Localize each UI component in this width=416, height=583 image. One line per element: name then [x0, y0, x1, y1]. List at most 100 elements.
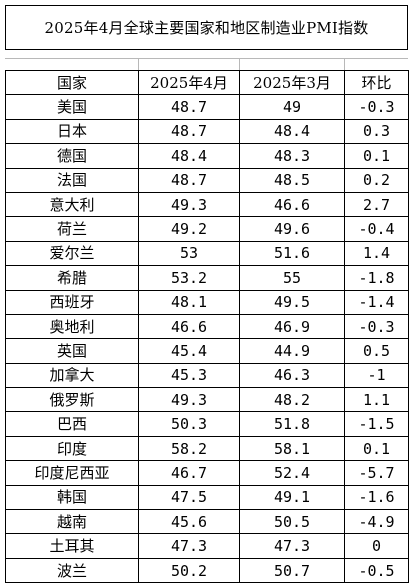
- cell-mom-change: 0.1: [344, 143, 409, 169]
- cell-mar-2025: 46.6: [239, 191, 345, 218]
- cell-apr-2025: 45.6: [138, 509, 240, 535]
- cell-country: 日本: [5, 118, 139, 145]
- cell-apr-2025: 49.3: [138, 191, 240, 218]
- table-row: 韩国 47.5 49.1 -1.6: [5, 484, 409, 511]
- cell-country: 加拿大: [5, 362, 139, 389]
- table-row: 法国 48.7 48.5 0.2: [5, 167, 409, 193]
- cell-mar-2025: 51.8: [239, 411, 345, 437]
- cell-mar-2025: 51.6: [239, 240, 345, 267]
- cell-mar-2025: 50.5: [239, 509, 345, 535]
- header-country: 国家: [5, 69, 139, 96]
- cell-country: 美国: [5, 94, 139, 120]
- cell-mom-change: 0.5: [344, 338, 409, 364]
- table-row: 德国 48.4 48.3 0.1: [5, 143, 409, 169]
- table-row: 越南 45.6 50.5 -4.9: [5, 509, 409, 535]
- table-row: 土耳其 47.3 47.3 0: [5, 533, 409, 559]
- cell-mar-2025: 48.4: [239, 118, 345, 145]
- cell-country: 韩国: [5, 484, 139, 511]
- cell-country: 印度尼西亚: [5, 460, 139, 486]
- cell-apr-2025: 50.2: [138, 557, 240, 583]
- cell-mom-change: -1.8: [344, 265, 409, 291]
- cell-apr-2025: 49.3: [138, 387, 240, 413]
- cell-country: 巴西: [5, 411, 139, 437]
- cell-apr-2025: 48.4: [138, 143, 240, 169]
- cell-apr-2025: 50.3: [138, 411, 240, 437]
- cell-mar-2025: 47.3: [239, 533, 345, 559]
- cell-country: 波兰: [5, 557, 139, 583]
- pmi-table: 国家 2025年4月 2025年3月 环比 美国 48.7 49 -0.3 日本 48.7…: [5, 69, 409, 583]
- cell-mom-change: 1.1: [344, 387, 409, 413]
- cell-country: 英国: [5, 338, 139, 364]
- cell-country: 越南: [5, 509, 139, 535]
- cell-apr-2025: 53.2: [138, 265, 240, 291]
- spreadsheet-gridline-row: [5, 58, 408, 70]
- cell-country: 印度: [5, 435, 139, 462]
- table-row: 巴西 50.3 51.8 -1.5: [5, 411, 409, 437]
- cell-mar-2025: 46.3: [239, 362, 345, 389]
- cell-mom-change: -0.3: [344, 94, 409, 120]
- cell-mar-2025: 49.5: [239, 289, 345, 315]
- cell-mom-change: -0.5: [344, 557, 409, 583]
- table-row: 印度尼西亚 46.7 52.4 -5.7: [5, 460, 409, 486]
- cell-mom-change: -1.4: [344, 289, 409, 315]
- table-row: 西班牙 48.1 49.5 -1.4: [5, 289, 409, 315]
- cell-apr-2025: 47.5: [138, 484, 240, 511]
- cell-country: 荷兰: [5, 216, 139, 242]
- cell-mar-2025: 50.7: [239, 557, 345, 583]
- cell-mar-2025: 49.6: [239, 216, 345, 242]
- table-row: 希腊 53.2 55 -1.8: [5, 265, 409, 291]
- cell-mar-2025: 48.3: [239, 143, 345, 169]
- table-row: 加拿大 45.3 46.3 -1: [5, 362, 409, 389]
- cell-country: 土耳其: [5, 533, 139, 559]
- cell-apr-2025: 48.7: [138, 167, 240, 193]
- cell-country: 奥地利: [5, 313, 139, 340]
- cell-mar-2025: 46.9: [239, 313, 345, 340]
- cell-mar-2025: 52.4: [239, 460, 345, 486]
- cell-mar-2025: 55: [239, 265, 345, 291]
- cell-mom-change: -1: [344, 362, 409, 389]
- cell-apr-2025: 53: [138, 240, 240, 267]
- header-mom-change: 环比: [344, 69, 409, 96]
- cell-mom-change: 0.3: [344, 118, 409, 145]
- table-row: 爱尔兰 53 51.6 1.4: [5, 240, 409, 267]
- cell-apr-2025: 45.3: [138, 362, 240, 389]
- cell-mar-2025: 48.5: [239, 167, 345, 193]
- table-row: 印度 58.2 58.1 0.1: [5, 435, 409, 462]
- cell-apr-2025: 58.2: [138, 435, 240, 462]
- table-row: 波兰 50.2 50.7 -0.5: [5, 557, 409, 583]
- header-row: 国家 2025年4月 2025年3月 环比: [5, 69, 409, 96]
- cell-country: 西班牙: [5, 289, 139, 315]
- cell-apr-2025: 46.6: [138, 313, 240, 340]
- cell-mar-2025: 44.9: [239, 338, 345, 364]
- table-row: 意大利 49.3 46.6 2.7: [5, 191, 409, 218]
- cell-apr-2025: 48.1: [138, 289, 240, 315]
- cell-mom-change: 1.4: [344, 240, 409, 267]
- cell-mom-change: -0.3: [344, 313, 409, 340]
- cell-mom-change: -0.4: [344, 216, 409, 242]
- cell-apr-2025: 48.7: [138, 118, 240, 145]
- cell-mar-2025: 49.1: [239, 484, 345, 511]
- cell-country: 俄罗斯: [5, 387, 139, 413]
- cell-apr-2025: 47.3: [138, 533, 240, 559]
- cell-mar-2025: 49: [239, 94, 345, 120]
- table-row: 美国 48.7 49 -0.3: [5, 94, 409, 120]
- cell-mom-change: -1.5: [344, 411, 409, 437]
- cell-mom-change: 0.1: [344, 435, 409, 462]
- cell-country: 法国: [5, 167, 139, 193]
- cell-country: 意大利: [5, 191, 139, 218]
- cell-mar-2025: 58.1: [239, 435, 345, 462]
- cell-mom-change: -1.6: [344, 484, 409, 511]
- table-row: 俄罗斯 49.3 48.2 1.1: [5, 387, 409, 413]
- header-apr-2025: 2025年4月: [138, 69, 240, 96]
- cell-country: 德国: [5, 143, 139, 169]
- cell-mar-2025: 48.2: [239, 387, 345, 413]
- cell-mom-change: -5.7: [344, 460, 409, 486]
- table-row: 英国 45.4 44.9 0.5: [5, 338, 409, 364]
- cell-apr-2025: 48.7: [138, 94, 240, 120]
- cell-apr-2025: 45.4: [138, 338, 240, 364]
- cell-apr-2025: 49.2: [138, 216, 240, 242]
- table-row: 荷兰 49.2 49.6 -0.4: [5, 216, 409, 242]
- table-title: 2025年4月全球主要国家和地区制造业PMI指数: [5, 5, 408, 50]
- cell-country: 爱尔兰: [5, 240, 139, 267]
- cell-mom-change: -4.9: [344, 509, 409, 535]
